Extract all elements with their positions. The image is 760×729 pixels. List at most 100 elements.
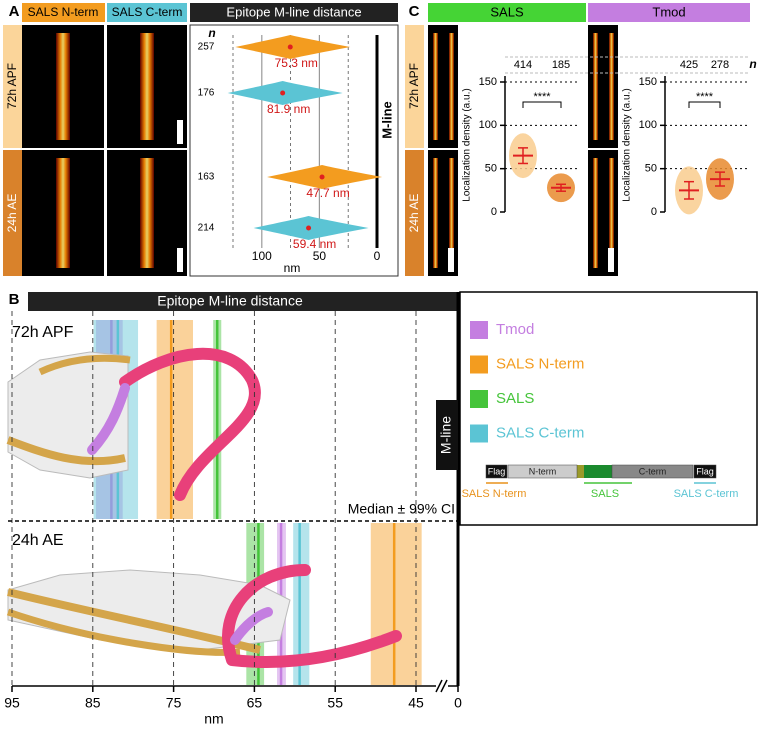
significance-bracket	[522, 101, 562, 108]
header	[588, 3, 750, 22]
n-value: 185	[552, 59, 570, 71]
significance-bracket	[688, 101, 721, 108]
image-label: SALS C-term	[112, 5, 183, 19]
y-tick-label: 100	[479, 119, 497, 131]
n-value: 414	[514, 59, 532, 71]
x-tick-label: 85	[85, 695, 101, 711]
chart-title: SALS	[490, 4, 524, 19]
median-dot	[319, 174, 325, 180]
x-tick-label: 95	[4, 695, 20, 711]
y-tick-label: 100	[639, 119, 657, 131]
y-tick-label: 50	[485, 163, 497, 175]
reference-label: M-line	[379, 101, 394, 139]
sals-molecule	[222, 564, 402, 668]
x-tick-label: 65	[247, 695, 263, 711]
x-tick-label: 75	[166, 695, 182, 711]
n-header: n	[749, 57, 756, 71]
x-tick-label: 50	[313, 249, 327, 263]
y-axis-label: Localization density (a.u.)	[462, 88, 473, 201]
legend-label: SALS N-term	[496, 355, 584, 372]
x-axis-label: nm	[204, 711, 223, 727]
legend-swatch	[470, 390, 488, 408]
domain	[485, 464, 508, 479]
median-dot	[280, 90, 286, 96]
chart-title: Epitope M-line distance	[226, 4, 361, 19]
reference-label: M-line	[438, 416, 454, 454]
domain-linker	[577, 465, 584, 478]
n-value: 257	[198, 42, 215, 53]
tmod	[230, 607, 273, 645]
cartoon	[6, 347, 402, 668]
n-header: n	[208, 26, 215, 40]
strand	[6, 436, 126, 466]
y-tick-label: 0	[491, 206, 497, 218]
x-tick-label: 45	[408, 695, 424, 711]
micrograph-signal	[609, 158, 614, 268]
ci-band	[293, 523, 310, 685]
header	[190, 3, 398, 22]
micrograph-signal	[56, 158, 70, 268]
x-tick-label: 55	[327, 695, 343, 711]
legend-swatch	[470, 355, 488, 374]
x-tick-label: 0	[374, 249, 381, 263]
micrograph-signal	[433, 33, 438, 140]
x-tick-label: 0	[454, 695, 462, 711]
y-tick-label: 50	[645, 163, 657, 175]
panel-label: A	[9, 3, 20, 20]
tmod	[87, 383, 130, 455]
annotation: Median ± 99% CI	[348, 501, 455, 517]
tag-label: SALS C-term	[674, 488, 739, 500]
legend-frame	[459, 291, 758, 526]
row-label: 72h APF	[5, 63, 19, 109]
tag-label: SALS N-term	[462, 488, 527, 500]
panel-label: B	[9, 291, 20, 308]
legend-label: Tmod	[496, 321, 534, 338]
axis-break	[440, 679, 448, 693]
micrograph-signal	[56, 33, 70, 140]
domain	[507, 464, 578, 479]
x-axis-label: nm	[284, 261, 301, 275]
y-tick-label: 150	[479, 76, 497, 88]
row-label-bg	[3, 25, 22, 148]
image-label: SALS N-term	[28, 5, 99, 19]
value-label: 81.9 nm	[267, 102, 310, 116]
micrograph-signal	[593, 33, 598, 140]
scale-bar	[608, 248, 614, 272]
y-tick-label: 0	[651, 206, 657, 218]
header	[22, 3, 105, 22]
value-label: 59.4 nm	[293, 237, 336, 251]
n-value: 278	[711, 59, 729, 71]
domain-label: C-term	[639, 466, 667, 476]
row-label: 72h APF	[407, 63, 421, 109]
plot-frame	[189, 24, 399, 277]
x-tick-label: 100	[252, 249, 272, 263]
row-label: 24h AE	[12, 532, 64, 549]
row-label: 24h AE	[5, 194, 19, 233]
median-dot	[306, 225, 312, 231]
y-tick-label: 150	[639, 76, 657, 88]
strand	[38, 354, 131, 376]
row-label: 24h AE	[407, 194, 421, 233]
value-label: 75.3 nm	[275, 56, 318, 70]
n-value: 425	[680, 59, 698, 71]
micrograph-signal	[593, 158, 598, 268]
domain-label: N-term	[529, 466, 557, 476]
panel-label: C	[409, 3, 420, 20]
row-label-bg	[405, 150, 424, 276]
chart-title: Epitope M-line distance	[157, 293, 303, 309]
scale-bar	[177, 248, 183, 272]
domain-sals	[584, 465, 612, 478]
median-dot	[287, 44, 293, 50]
header	[428, 3, 586, 22]
chart-title: Tmod	[652, 4, 685, 19]
micrograph-signal	[449, 33, 454, 140]
n-value: 176	[198, 88, 215, 99]
micrograph-signal	[609, 33, 614, 140]
significance-label: ****	[533, 91, 551, 103]
reference-box	[436, 400, 458, 470]
n-value: 163	[198, 172, 215, 183]
domain-label: Flag	[696, 466, 714, 476]
micrograph-signal	[449, 158, 454, 268]
